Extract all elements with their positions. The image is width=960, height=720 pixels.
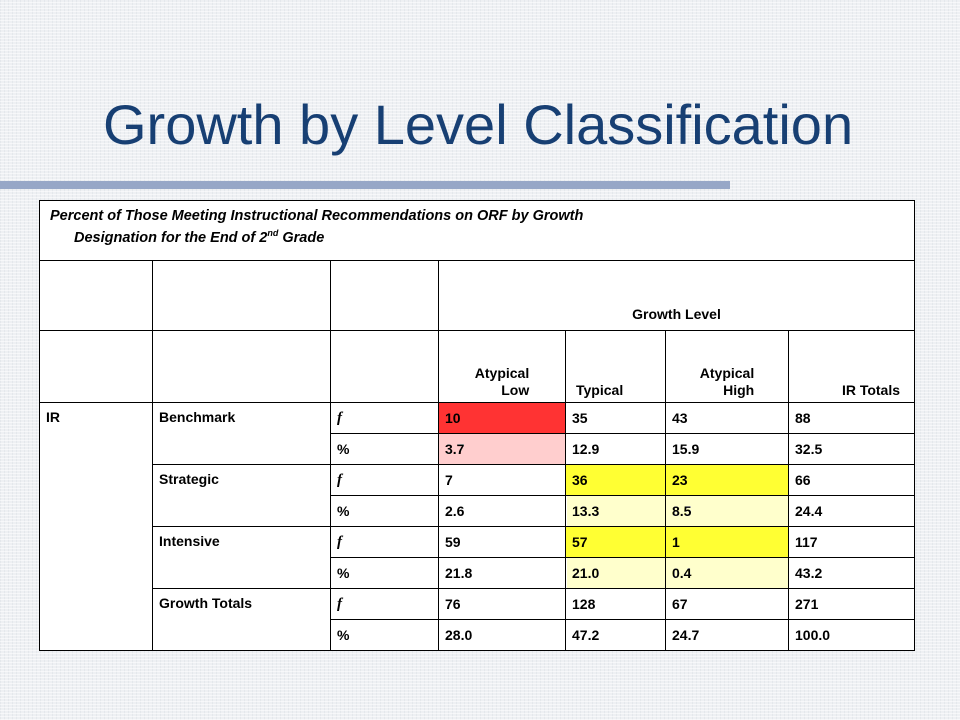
header-atypical-high: Atypical High (665, 330, 789, 403)
table-cell: 59 (438, 526, 566, 558)
group-label-growth-totals: Growth Totals (152, 588, 331, 651)
table-caption: Percent of Those Meeting Instructional R… (38, 200, 916, 261)
table-cell: 28.0 (438, 619, 566, 651)
header-atypical-high-line2: High (723, 382, 755, 398)
header-ir-totals: IR Totals (787, 330, 916, 403)
table-cell: 76 (438, 588, 566, 620)
table-cell: 0.4 (665, 557, 789, 589)
header-typical: Typical (565, 330, 666, 403)
symbol-f: f (330, 588, 439, 620)
table-cell: 24.4 (787, 495, 916, 527)
table-cell: 24.7 (665, 619, 789, 651)
empty-cell (152, 330, 331, 403)
group-label-intensive: Intensive (152, 526, 331, 589)
symbol-f: f (330, 402, 439, 434)
caption-line-2: Designation for the End of 2nd Grade (50, 225, 904, 247)
table-cell: 13.3 (565, 495, 666, 527)
caption-line-2-end: Grade (278, 229, 325, 246)
table-cell: 32.5 (787, 433, 916, 465)
empty-cell (39, 330, 153, 403)
table-cell: 57 (565, 526, 666, 558)
symbol-percent: % (330, 619, 439, 651)
table-cell: 3.7 (438, 433, 566, 465)
table-row-totals-f: Growth Totals f 76 128 67 271 (40, 588, 916, 651)
growth-level-row: Growth Level (39, 260, 916, 331)
caption-row: Percent of Those Meeting Instructional R… (38, 200, 916, 261)
table-cell: 12.9 (565, 433, 666, 465)
table-cell: 36 (565, 464, 666, 496)
table-cell: 100.0 (787, 619, 916, 651)
table-cell: 10 (438, 402, 566, 434)
table-row-strategic-f: Strategic f 7 36 23 66 (40, 464, 916, 527)
empty-cell (330, 330, 439, 403)
title-underline-bar (0, 181, 730, 189)
table-cell: 66 (787, 464, 916, 496)
symbol-percent: % (330, 557, 439, 589)
header-atypical-high-line1: Atypical (699, 365, 755, 381)
table-row-intensive-f: Intensive f 59 57 1 117 (40, 526, 916, 589)
group-label-strategic: Strategic (152, 464, 331, 527)
table-cell: 67 (665, 588, 789, 620)
header-atypical-low-line1: Atypical (474, 365, 530, 381)
growth-classification-table: Percent of Those Meeting Instructional R… (38, 200, 916, 651)
table-cell: 271 (787, 588, 916, 620)
table-cell: 2.6 (438, 495, 566, 527)
table-row-benchmark-f: IR Benchmark f 10 35 43 88 (39, 402, 916, 651)
caption-superscript: nd (267, 228, 279, 238)
table-cell: 21.0 (565, 557, 666, 589)
ir-label: IR (39, 402, 153, 651)
empty-cell (152, 260, 331, 331)
symbol-percent: % (330, 495, 439, 527)
table-row-totals-pct: % 28.0 47.2 24.7 100.0 (40, 619, 916, 651)
table-cell: 117 (787, 526, 916, 558)
table-cell: 23 (665, 464, 789, 496)
slide-title: Growth by Level Classification (103, 93, 854, 156)
empty-cell (330, 260, 439, 331)
table-cell: 43.2 (787, 557, 916, 589)
table-cell: 88 (787, 402, 916, 434)
column-headers-row: Atypical Low Typical Atypical High IR Tota… (39, 330, 916, 403)
symbol-f: f (330, 464, 439, 496)
header-atypical-low-line2: Low (501, 382, 530, 398)
caption-line-2-text: Designation for the End of 2 (74, 229, 268, 246)
table-cell: 8.5 (665, 495, 789, 527)
table-cell: 21.8 (438, 557, 566, 589)
table-row-strategic-pct: % 2.6 13.3 8.5 24.4 (40, 495, 916, 527)
table-cell: 47.2 (565, 619, 666, 651)
growth-level-header: Growth Level (437, 260, 916, 331)
header-atypical-low: Atypical Low (438, 330, 566, 403)
group-label-benchmark: Benchmark (152, 402, 331, 465)
symbol-f: f (330, 526, 439, 558)
table-cell: 1 (665, 526, 789, 558)
table-cell: 35 (565, 402, 666, 434)
caption-line-1: Percent of Those Meeting Instructional R… (50, 208, 584, 224)
table-cell: 43 (665, 402, 789, 434)
empty-cell (39, 260, 153, 331)
table-cell: 7 (438, 464, 566, 496)
table-row-intensive-pct: % 21.8 21.0 0.4 43.2 (40, 557, 916, 589)
table-cell: 128 (565, 588, 666, 620)
table-row-benchmark-pct: % 3.7 12.9 15.9 32.5 (40, 433, 916, 465)
table-cell: 15.9 (665, 433, 789, 465)
symbol-percent: % (330, 433, 439, 465)
